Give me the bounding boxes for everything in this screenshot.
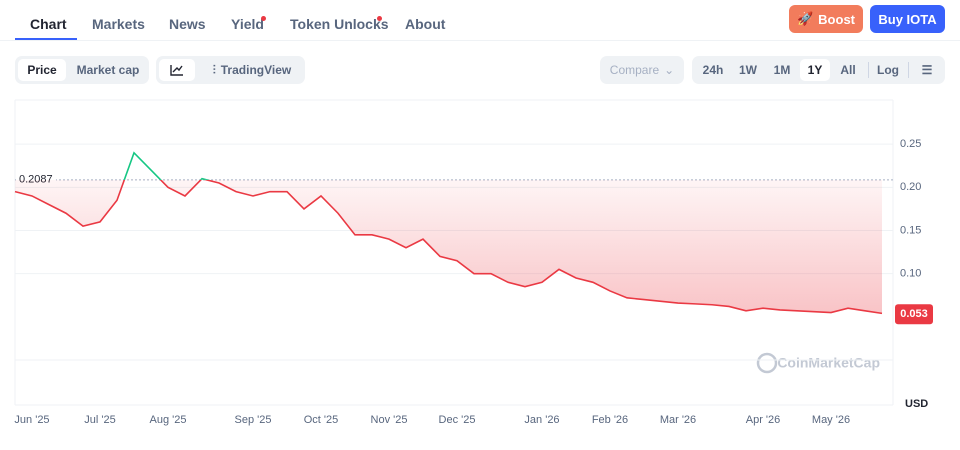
x-tick-label: Feb '26	[592, 414, 628, 426]
currency-label: USD	[905, 398, 928, 410]
x-tick-label: Oct '25	[304, 414, 339, 426]
x-tick-label: Sep '25	[235, 414, 272, 426]
chart-style: ⫶ TradingView	[156, 56, 305, 84]
y-tick-label: 0.20	[900, 181, 921, 193]
range-button[interactable]: 24h	[702, 63, 724, 77]
y-tick-label: 0.25	[900, 138, 921, 150]
y-tick-label: 0.15	[900, 224, 921, 236]
nav-tab[interactable]: Yield	[231, 16, 264, 32]
range-button[interactable]: 1Y	[800, 59, 830, 81]
notification-dot	[261, 16, 266, 21]
x-tick-label: Nov '25	[371, 414, 408, 426]
nav-tab[interactable]: Token Unlocks	[290, 16, 389, 32]
tradingview[interactable]: ⫶ TradingView	[212, 62, 292, 78]
active-tab-underline	[15, 38, 77, 40]
buy-button[interactable]: Buy IOTA	[870, 5, 945, 33]
price-line	[14, 179, 883, 315]
price-line-up	[123, 151, 210, 180]
price-toggle: Price Market cap	[15, 56, 149, 84]
settings[interactable]: ☰	[921, 63, 933, 77]
watermark: CoinMarketCap	[777, 355, 880, 371]
x-tick-label: Apr '26	[746, 414, 781, 426]
toggle-price[interactable]: Price	[18, 59, 66, 81]
x-tick-label: May '26	[812, 414, 850, 426]
nav-tab[interactable]: About	[405, 16, 446, 32]
log-toggle[interactable]: Log	[877, 63, 899, 77]
price-area	[15, 179, 882, 314]
current-price-label: 0.053	[900, 308, 928, 320]
range-bar: 24h 1W 1M 1Y All Log ☰	[692, 56, 945, 84]
boost-label: Boost	[818, 11, 856, 27]
y-tick-label: 0.10	[900, 268, 921, 280]
x-tick-label: Dec '25	[439, 414, 476, 426]
nav-tab[interactable]: Markets	[92, 16, 145, 32]
line-style[interactable]	[159, 59, 195, 81]
x-tick-label: Jul '25	[84, 414, 115, 426]
range-button[interactable]: 1W	[739, 63, 757, 77]
compare[interactable]: Compare ⌄	[600, 56, 684, 84]
x-tick-label: Mar '26	[660, 414, 696, 426]
x-tick-label: Aug '25	[150, 414, 187, 426]
current-price-badge	[895, 304, 933, 325]
toggle-marketcap[interactable]: Market cap	[76, 63, 140, 77]
range-button[interactable]: 1M	[773, 63, 791, 77]
watermark-logo	[756, 352, 778, 374]
nav-tab[interactable]: News	[169, 16, 206, 32]
notification-dot	[377, 16, 382, 21]
compare-label: Compare	[609, 63, 660, 77]
tradingview-label: TradingView	[220, 63, 292, 77]
range-button[interactable]: All	[840, 63, 856, 77]
divider	[0, 40, 960, 41]
boost-button[interactable]: 🚀 Boost	[789, 5, 863, 33]
x-tick-label: Jun '25	[14, 414, 49, 426]
x-tick-label: Jan '26	[524, 414, 559, 426]
nav-tab[interactable]: Chart	[30, 16, 67, 32]
